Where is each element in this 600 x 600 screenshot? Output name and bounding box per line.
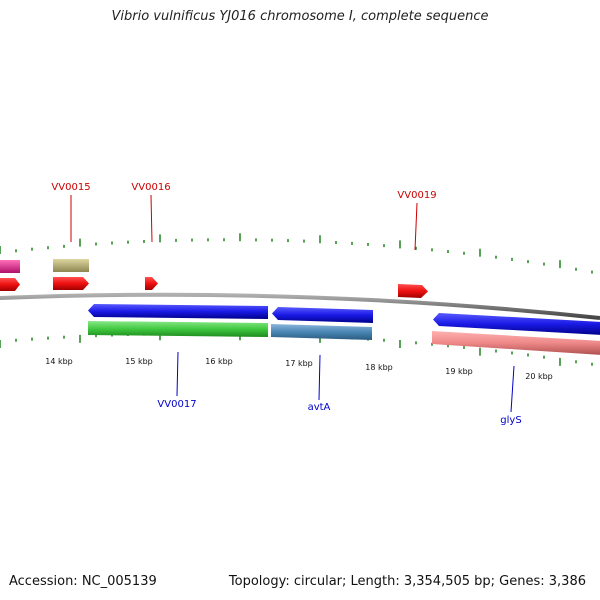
red-gene-vv0016[interactable]	[145, 277, 158, 290]
steelblue-cds[interactable]	[271, 324, 372, 340]
green-cds[interactable]	[88, 321, 268, 337]
scale-label-19kbp: 19 kbp	[445, 367, 473, 376]
scale-label-15kbp: 15 kbp	[125, 357, 153, 366]
accession-text: Accession: NC_005139	[9, 574, 157, 589]
salmon-cds[interactable]	[432, 331, 600, 355]
scale-label-18kbp: 18 kbp	[365, 363, 393, 372]
outer-tick-row	[0, 233, 593, 274]
leader-line-glys	[510, 365, 515, 413]
leader-line-avta	[318, 354, 321, 401]
scale-label-17kbp: 17 kbp	[285, 359, 313, 368]
gene-label-vv0017: VV0017	[157, 399, 196, 410]
red-gene-left[interactable]	[0, 278, 20, 291]
genome-summary-text: Topology: circular; Length: 3,354,505 bp…	[228, 574, 586, 589]
scale-label-20kbp: 20 kbp	[525, 372, 553, 381]
blue-gene-glys[interactable]	[433, 313, 600, 335]
scale-label-16kbp: 16 kbp	[205, 357, 233, 366]
blue-gene-vv0017[interactable]	[88, 304, 268, 319]
red-gene-vv0015[interactable]	[53, 277, 89, 290]
genome-backbone	[0, 292, 600, 320]
olive-feature[interactable]	[53, 259, 89, 272]
scale-label-14kbp: 14 kbp	[45, 357, 73, 366]
leader-line-vv0019	[414, 202, 418, 251]
gene-label-vv0016: VV0016	[131, 182, 170, 193]
red-gene-vv0019[interactable]	[398, 284, 428, 298]
gene-label-vv0019: VV0019	[397, 190, 436, 201]
blue-gene-avta[interactable]	[272, 307, 373, 323]
leader-line-vv0017	[176, 351, 179, 397]
map-title: Vibrio vulnificus YJ016 chromosome I, co…	[111, 9, 489, 24]
gene-label-vv0015: VV0015	[51, 182, 90, 193]
gene-label-glys: glyS	[500, 415, 521, 426]
gene-label-avta: avtA	[308, 402, 331, 413]
pink-feature[interactable]	[0, 260, 20, 273]
leader-line-vv0016	[150, 194, 153, 243]
